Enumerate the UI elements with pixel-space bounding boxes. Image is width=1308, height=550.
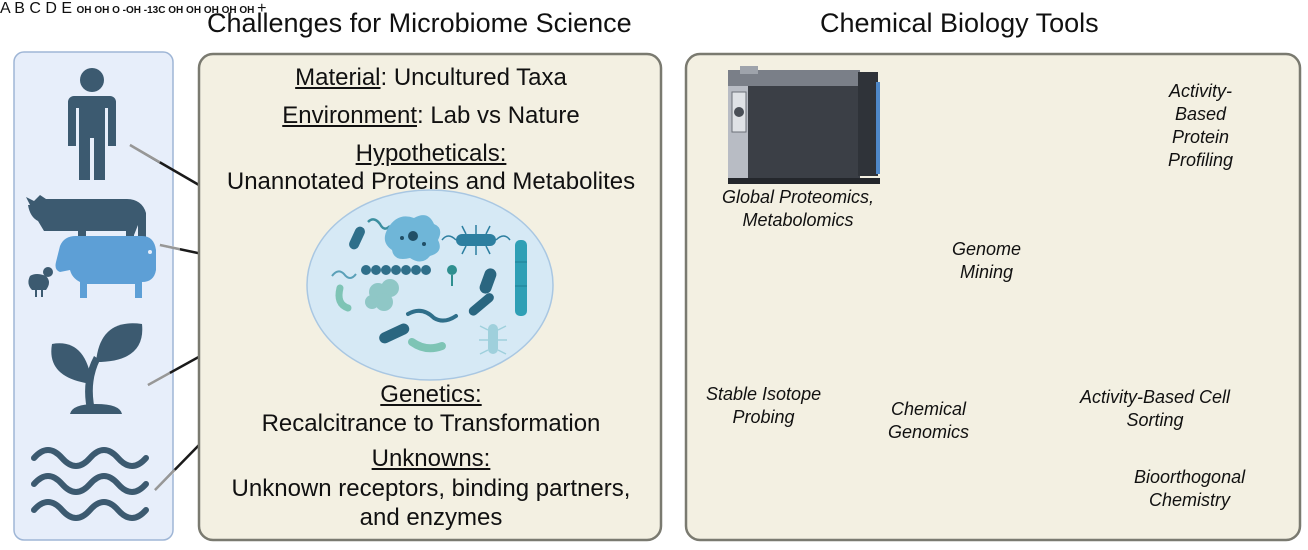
water-icon [31, 447, 149, 521]
label-proteomics: Global Proteomics, Metabolomics [722, 187, 875, 230]
gene-c: C [29, 0, 41, 17]
label-abpp: Activity- Based Protein Profiling [1168, 81, 1234, 170]
challenge-unknowns-text2: and enzymes [359, 504, 503, 531]
sugar-oh-3: OH [203, 5, 219, 16]
gene-cluster-icon: A B C D E [0, 0, 77, 17]
isotope-oh-legend: -OH [122, 5, 141, 16]
sugar-oh-4: OH [221, 5, 237, 16]
metabolite-oh-bottom: OH [94, 5, 110, 16]
challenge-unknowns-text: Unknown receptors, binding partners, [231, 475, 631, 502]
challenge-material: Material: Uncultured Taxa [295, 64, 567, 91]
sugar-oh-1: OH [168, 5, 184, 16]
gene-d: D [45, 0, 57, 17]
cluster-cell [365, 279, 399, 311]
filamentous-rod [515, 240, 527, 316]
human-icon [68, 68, 116, 180]
gene-a: A [0, 0, 10, 17]
left-panel-title: Challenges for Microbiome Science [207, 8, 632, 38]
challenge-genetics-text: Recalcitrance to Transformation [261, 410, 601, 437]
mass-spectrometer-icon [728, 66, 880, 184]
gene-b: B [14, 0, 25, 17]
sources-box [13, 51, 174, 541]
label-abcs: Activity-Based Cell Sorting [1080, 387, 1231, 430]
challenge-unknowns-heading: Unknowns: [371, 445, 491, 472]
right-panel-title: Chemical Biology Tools [820, 8, 1099, 38]
bacterium-rod [349, 226, 365, 250]
flagellated-rod [441, 225, 511, 255]
metabolite-ome: O [112, 5, 120, 16]
cocci-chain [361, 265, 431, 275]
challenge-hypotheticals-text: Unannotated Proteins and Metabolites [226, 168, 636, 195]
livestock-icon [26, 195, 156, 298]
plant-icon [51, 323, 143, 414]
fimbriated-rod [479, 324, 507, 355]
challenge-genetics-heading: Genetics: [380, 381, 482, 408]
sugar-oh-5: OH [239, 5, 255, 16]
sugar-oh-2: OH [186, 5, 202, 16]
isotope-13c-legend: -13C [143, 5, 166, 16]
label-bioorthogonal: Bioorthogonal Chemistry [1134, 467, 1246, 510]
label-chemical-genomics: Chemical Genomics [888, 399, 970, 442]
amoeba [384, 215, 441, 262]
phage [447, 265, 457, 286]
challenge-environment: Environment: Lab vs Nature [282, 102, 580, 129]
bacterium-spiral [367, 218, 391, 230]
gene-e: E [61, 0, 73, 17]
plus-sign: + [257, 0, 267, 17]
label-genome-mining: Genome Mining [952, 239, 1022, 282]
challenge-hypotheticals-heading: Hypotheticals: [355, 140, 507, 167]
microbial-community [306, 189, 554, 381]
metabolite-oh-top: OH [76, 5, 92, 16]
label-sip: Stable Isotope Probing [706, 384, 822, 427]
